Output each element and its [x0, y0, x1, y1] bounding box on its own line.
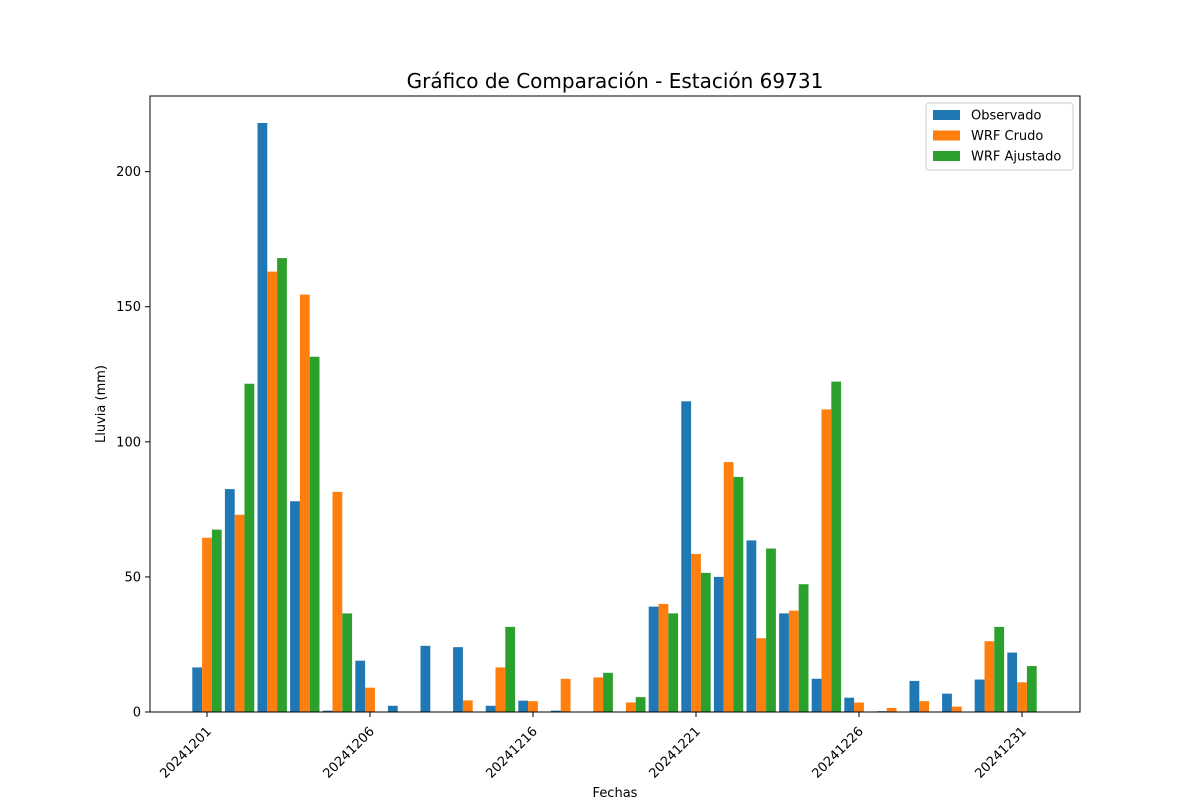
bar-wrf-crudo-22 [919, 701, 930, 712]
y-tick-label: 100 [116, 435, 141, 450]
bar-wrf-ajustado-4 [342, 613, 353, 712]
y-tick-label: 0 [133, 706, 141, 721]
bar-wrf-crudo-2 [267, 271, 278, 712]
bar-wrf-crudo-25 [1017, 682, 1027, 712]
bar-wrf-ajustado-16 [733, 476, 744, 712]
bar-wrf-ajustado-0 [211, 529, 222, 712]
bar-observado-1 [224, 489, 235, 712]
bar-wrf-ajustado-17 [766, 548, 776, 712]
x-tick-label: 20241231 [972, 724, 1029, 781]
bars-group [192, 123, 1037, 712]
plot-frame [149, 95, 1081, 713]
bar-wrf-crudo-17 [756, 638, 767, 712]
bar-wrf-ajustado-24 [994, 626, 1005, 712]
bar-observado-24 [974, 679, 985, 712]
bar-observado-6 [387, 705, 398, 712]
bar-observado-15 [681, 401, 692, 712]
bar-observado-5 [355, 660, 366, 712]
bar-wrf-crudo-24 [984, 641, 995, 712]
bar-wrf-ajustado-19 [831, 381, 842, 712]
bar-observado-23 [942, 693, 952, 712]
bar-observado-10 [518, 700, 529, 712]
bar-wrf-ajustado-12 [603, 672, 613, 712]
bar-wrf-crudo-5 [365, 687, 375, 712]
bar-wrf-crudo-19 [821, 409, 832, 712]
y-axis: 0 50 100 150 200 [116, 165, 150, 721]
bar-observado-3 [290, 501, 300, 712]
bar-wrf-ajustado-3 [309, 356, 320, 712]
legend-swatch [933, 151, 960, 161]
bar-wrf-crudo-20 [854, 702, 864, 712]
bar-wrf-ajustado-13 [635, 697, 646, 712]
x-tick-label: 20241221 [646, 724, 703, 781]
y-tick-label: 200 [116, 165, 141, 180]
bar-wrf-ajustado-1 [244, 383, 255, 712]
bar-observado-14 [648, 606, 659, 712]
bar-observado-19 [811, 678, 822, 712]
bar-wrf-ajustado-18 [798, 584, 809, 712]
y-tick-label: 150 [116, 300, 141, 315]
legend-box [925, 102, 1074, 171]
legend-swatch [933, 110, 960, 120]
x-axis: 20241201 20241206 20241216 20241221 20241226… [157, 712, 1030, 782]
bar-wrf-ajustado-25 [1026, 666, 1037, 712]
bar-wrf-ajustado-15 [700, 572, 711, 712]
bar-wrf-ajustado-9 [505, 626, 516, 712]
bar-wrf-crudo-1 [234, 514, 245, 712]
bar-wrf-crudo-9 [495, 667, 506, 712]
bar-wrf-crudo-12 [593, 677, 604, 712]
bar-wrf-crudo-10 [528, 701, 538, 712]
legend: Observado WRF Crudo WRF Ajustado [925, 102, 1074, 171]
bar-observado-7 [420, 645, 431, 712]
bar-observado-11 [550, 710, 561, 712]
bar-wrf-crudo-8 [462, 700, 473, 712]
bar-observado-0 [192, 667, 203, 712]
bar-wrf-crudo-11 [560, 678, 571, 712]
bar-wrf-crudo-13 [625, 702, 636, 712]
legend-label: Observado [971, 109, 1042, 124]
bar-wrf-crudo-14 [658, 603, 669, 712]
bar-observado-17 [746, 540, 757, 712]
x-tick-label: 20241226 [809, 724, 866, 781]
bar-observado-2 [257, 123, 268, 712]
x-tick-label: 20241201 [157, 724, 214, 781]
bar-observado-4 [322, 710, 333, 712]
bar-wrf-crudo-21 [886, 707, 897, 712]
bar-observado-25 [1007, 652, 1018, 712]
bar-wrf-crudo-3 [299, 294, 310, 712]
bar-observado-18 [779, 613, 789, 712]
bar-wrf-crudo-4 [332, 491, 343, 712]
bar-observado-16 [713, 576, 724, 712]
legend-label: WRF Ajustado [971, 150, 1061, 165]
bar-observado-8 [453, 647, 463, 712]
bar-wrf-ajustado-2 [277, 258, 287, 712]
bar-wrf-crudo-0 [202, 537, 212, 712]
bar-wrf-ajustado-14 [668, 613, 679, 712]
bar-observado-9 [485, 705, 496, 712]
bar-wrf-crudo-23 [951, 706, 962, 712]
x-tick-label: 20241206 [320, 724, 377, 781]
y-axis-title: Lluvia (mm) [94, 365, 109, 443]
x-tick-label: 20241216 [483, 724, 540, 781]
chart-title: Gráfico de Comparación - Estación 69731 [407, 69, 824, 93]
legend-swatch [933, 130, 960, 141]
x-axis-title: Fechas [593, 786, 638, 800]
bar-wrf-crudo-15 [691, 553, 701, 712]
bar-observado-22 [909, 680, 920, 712]
y-tick-label: 50 [124, 570, 141, 585]
legend-label: WRF Crudo [971, 129, 1043, 144]
bar-wrf-crudo-16 [723, 462, 734, 712]
bar-wrf-crudo-18 [788, 610, 799, 712]
bar-observado-20 [844, 697, 855, 712]
